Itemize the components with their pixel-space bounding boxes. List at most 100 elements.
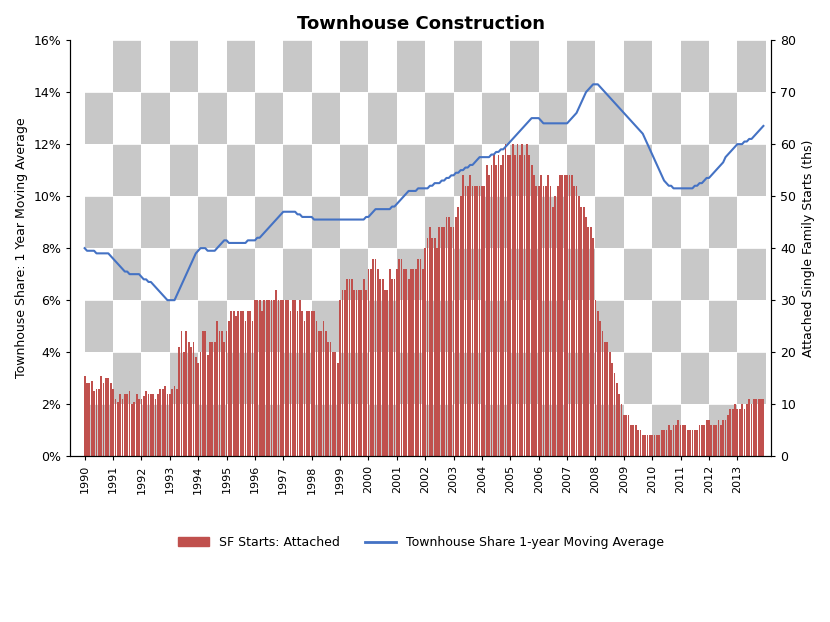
Bar (232, 310, 235, 456)
Bar (185, 332, 188, 456)
Bar (405, 269, 408, 456)
Bar (686, 430, 689, 456)
Bar (611, 363, 613, 456)
Bar (178, 347, 180, 456)
Bar (621, 404, 622, 456)
Bar (594, 300, 596, 456)
Bar (354, 290, 355, 456)
Bar (514, 154, 516, 456)
Bar (694, 430, 696, 456)
Bar (701, 425, 703, 456)
Bar (422, 269, 424, 456)
Bar (476, 186, 478, 456)
Bar (410, 269, 412, 456)
Bar (427, 238, 428, 456)
Bar (585, 217, 587, 456)
Bar (374, 259, 377, 456)
Bar (576, 186, 578, 456)
Bar (760, 399, 762, 456)
Bar (663, 430, 665, 456)
Bar (590, 228, 592, 456)
Bar (630, 425, 632, 456)
Bar (282, 300, 284, 456)
Bar (652, 435, 653, 456)
Title: Townhouse Construction: Townhouse Construction (297, 15, 545, 33)
Bar (538, 186, 540, 456)
Bar (391, 279, 393, 456)
Bar (401, 259, 403, 456)
Bar (750, 404, 753, 456)
Bar (725, 420, 726, 456)
Bar (256, 300, 258, 456)
Bar (666, 430, 667, 456)
Bar (580, 207, 582, 456)
Bar (396, 269, 398, 456)
Bar (545, 186, 547, 456)
Bar (245, 321, 247, 456)
Bar (261, 310, 263, 456)
Bar (320, 332, 322, 456)
Bar (110, 383, 111, 456)
Bar (122, 399, 124, 456)
Bar (181, 332, 183, 456)
Bar (117, 402, 119, 456)
Bar (237, 310, 239, 456)
Bar (488, 175, 490, 456)
Bar (727, 415, 729, 456)
Bar (325, 332, 327, 456)
Bar (223, 341, 225, 456)
Bar (368, 269, 369, 456)
Bar (280, 300, 282, 456)
Bar (138, 399, 140, 456)
Bar (467, 186, 469, 456)
Bar (112, 389, 114, 456)
Bar (441, 228, 442, 456)
Bar (105, 378, 107, 456)
Bar (167, 394, 168, 456)
Bar (268, 300, 270, 456)
Bar (323, 321, 325, 456)
Bar (403, 269, 405, 456)
Bar (696, 430, 698, 456)
Bar (734, 404, 736, 456)
Bar (677, 420, 679, 456)
Bar (434, 238, 436, 456)
Bar (661, 430, 662, 456)
Bar (521, 144, 523, 456)
Bar (637, 430, 639, 456)
Bar (607, 341, 608, 456)
Bar (654, 435, 656, 456)
Bar (86, 383, 88, 456)
Bar (632, 425, 634, 456)
Bar (242, 310, 244, 456)
Legend: SF Starts: Attached, Townhouse Share 1-year Moving Average: SF Starts: Attached, Townhouse Share 1-y… (173, 531, 669, 554)
Bar (616, 383, 618, 456)
Bar (173, 386, 175, 456)
Bar (295, 300, 296, 456)
Bar (564, 175, 565, 456)
Bar (306, 310, 308, 456)
Bar (627, 415, 629, 456)
Bar (417, 259, 419, 456)
Bar (346, 279, 348, 456)
Bar (424, 248, 426, 456)
Bar (715, 425, 717, 456)
Bar (543, 186, 544, 456)
Bar (732, 409, 734, 456)
Bar (198, 363, 199, 456)
Bar (436, 248, 438, 456)
Bar (758, 399, 759, 456)
Bar (569, 175, 570, 456)
Bar (486, 165, 487, 456)
Bar (671, 430, 672, 456)
Bar (209, 341, 211, 456)
Bar (339, 300, 341, 456)
Bar (561, 175, 564, 456)
Bar (516, 144, 518, 456)
Bar (730, 409, 731, 456)
Bar (496, 165, 497, 456)
Bar (313, 310, 315, 456)
Bar (365, 290, 367, 456)
Bar (483, 186, 486, 456)
Bar (420, 259, 422, 456)
